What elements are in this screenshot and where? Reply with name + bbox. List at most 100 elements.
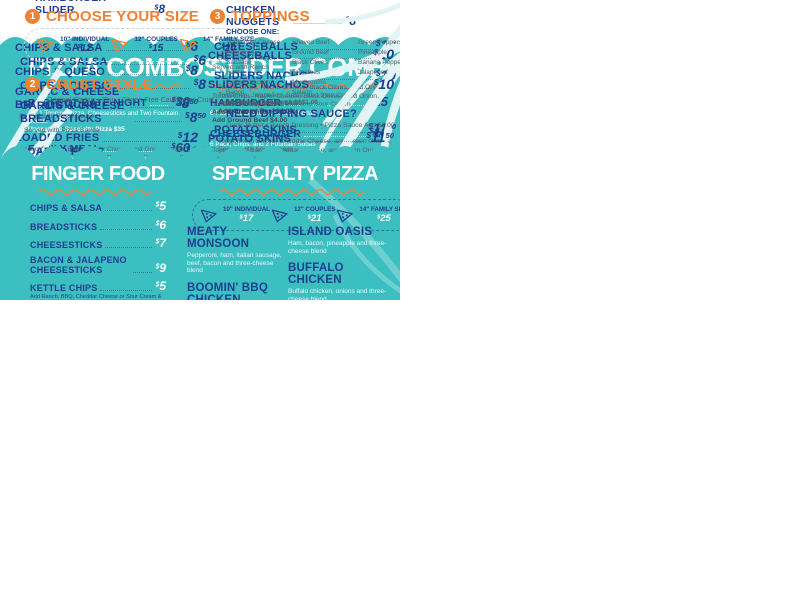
dotted-leader: [295, 58, 371, 59]
menu-item: SLIDERS NACHOS $10 Tortilla Chips, Nacho …: [208, 76, 394, 126]
size-label: 14" FAMILY SIZE: [359, 206, 400, 213]
item-name: CHIPS & SALSA: [30, 203, 103, 213]
size-option: 12" COUPLES $15: [109, 36, 178, 54]
size-selector: 10" INDIVIDUAL $17 12" COUPLES $21 14" FAM…: [192, 199, 400, 231]
item-description: 6 Pack, Chips, and 2 Fountain Sodas: [210, 140, 316, 148]
dipping-sauce-options: Garlic Butter • Ranch Dressing • Pizza S…: [226, 122, 395, 129]
topping: Grilled Chicken: [226, 79, 271, 86]
item-name: PERFECT DATE NIGHT: [28, 97, 147, 109]
dotted-leader: [107, 154, 183, 156]
topping: Jalapeños: [358, 69, 388, 76]
item-price: $30: [171, 94, 190, 109]
step-number: 3: [210, 9, 225, 24]
choose-one-label: CHOOSE ONE:: [226, 27, 280, 36]
item-price: $850: [185, 109, 206, 125]
dotted-leader: [312, 87, 371, 89]
item-price: $6: [155, 217, 166, 232]
item-description: 12" 1 Topping Pizza, Cheesesticks and Tw…: [28, 110, 179, 125]
dotted-leader: [105, 210, 153, 211]
topping: Shaved Beef: [292, 39, 330, 46]
pizza-slice-icon: [270, 208, 289, 223]
item-name: CHEESEBALLS: [214, 40, 299, 53]
item-name: POTATO SKINS: [214, 123, 298, 136]
item-name: LOADED FRIES: [15, 132, 100, 144]
item-description: Tortilla Chips, Nacho Cheese, Black Oliv…: [212, 93, 379, 108]
toppings-list: Traditional Cheese Pepperoni Sausage Ham Gri…: [226, 38, 400, 98]
topping: Pineapple: [358, 49, 387, 56]
item-addons: Add Grilled Chicken $4.50 Add Ground Bee…: [212, 109, 296, 124]
menu-item: CHEESESTICKS $7: [30, 236, 166, 250]
item-description: Served with Pizza Sauce: [24, 126, 100, 134]
menu-item: PERFECT DATE NIGHT $30 12" 1 Topping Pizz…: [28, 94, 190, 133]
menu-item: BACON & JALAPENO CHEESESTICKS $9: [30, 255, 166, 275]
item-price: $8: [154, 2, 165, 16]
dotted-leader: [108, 74, 183, 75]
item-name: CHICKEN NUGGETS: [226, 4, 280, 28]
specialty-pizza: BOOMIN' BBQ CHICKEN Cheese, grilled chic…: [187, 282, 283, 300]
dotted-leader: [293, 23, 343, 24]
size-label: 14" FAMILY SIZE: [202, 36, 255, 43]
pizza-name: MEATY MONSOON: [187, 226, 250, 250]
item-description: Served with Pizza Sauce: [19, 112, 95, 120]
item-description: Add Ranch, BBQ, Cheddar Cheese or Sour C…: [30, 294, 162, 300]
menu-item: POTATO SKINS $1150 Topped with Bacon, Che…: [208, 129, 394, 163]
item-name: KETTLE CHIPS: [30, 283, 98, 293]
topping: Pepperoni: [226, 49, 256, 56]
pizza-slice-icon: [109, 37, 129, 53]
dotted-leader: [100, 290, 153, 291]
item-name: GARLIC & CHEESE BREADSTICKS: [20, 100, 125, 125]
size-label: 10" INDIVIDUAL: [223, 206, 270, 213]
size-option: 14" FAMILY SIZE$25: [335, 206, 400, 224]
wavy-underline: [30, 188, 166, 196]
menu-item: HAMBURGER SLIDER $8: [35, 0, 165, 16]
dipping-sauce-title: NEED DIPPING SAUCE?: [226, 108, 357, 120]
item-price: $60: [171, 140, 190, 156]
topping: Tomatoes: [292, 69, 321, 76]
pizza-name: BUFFALO CHICKEN: [288, 262, 344, 287]
dotted-leader: [294, 141, 364, 142]
topping: Green Peppers: [358, 39, 400, 46]
pizza-name: BOOMIN' BBQ CHICKEN: [187, 281, 268, 300]
topping: Mushrooms: [292, 79, 326, 86]
dotted-leader: [102, 140, 175, 142]
step-title: CRUST STYLE: [46, 76, 153, 93]
size-price: $15: [148, 43, 164, 54]
item-price: $8: [185, 62, 198, 78]
specialty-pizza: ISLAND OASIS Ham, bacon, pineapple and t…: [288, 226, 394, 255]
dotted-leader: [130, 107, 175, 108]
item-price: $12: [177, 128, 198, 145]
section-title: PIZZA COMBOS: [28, 52, 221, 82]
specialty-pizzas-right: ISLAND OASIS Ham, bacon, pineapple and t…: [288, 226, 394, 300]
item-price: $7: [155, 236, 166, 250]
menu-item: KETTLE CHIPS $5 Add Ranch, BBQ, Cheddar C…: [30, 279, 166, 300]
finger-food-column: FINGER FOOD CHIPS & SALSA $5 BREADSTICKS $…: [30, 163, 166, 300]
palm-decoration: [320, 0, 400, 135]
dotted-leader: [149, 105, 169, 106]
item-name: HAMBURGER SLIDER: [35, 0, 106, 16]
topping: Banana Peppers: [358, 59, 400, 66]
item-name: CHEESEBURGER: [210, 127, 302, 140]
size-selector: 10" INDIVIDUAL $12 12" COUPLES $15 14" FAM…: [24, 28, 256, 62]
topping: Sausage: [226, 59, 252, 66]
size-price: $21: [307, 213, 322, 224]
size-price: $17: [239, 213, 254, 224]
dotted-leader: [105, 247, 153, 248]
crust-options: Original Classic • Thin • Gluten Free Ca…: [47, 97, 214, 104]
item-description: Nacho Cheese, Bacon, Sour Cream, and Gre…: [19, 146, 184, 153]
item-price: $10: [373, 75, 394, 92]
section-title: FINGER FOOD: [31, 163, 165, 185]
teal-panel: [0, 159, 400, 300]
dotted-leader: [105, 50, 183, 51]
wavy-underline: [28, 83, 190, 91]
menu-item: CHEESEBURGER $18 6 Pack, Chips, and 2 Fou…: [210, 125, 388, 149]
topping: Black Olives: [292, 59, 328, 66]
size-label: 10" INDIVIDUAL: [60, 36, 110, 43]
step-toppings: 3 TOPPINGS: [210, 8, 310, 25]
item-price: $5: [155, 279, 166, 293]
item-name: CHIPS & QUESO: [20, 79, 111, 92]
item-note: Upgrade to Specialty Pizza $35: [28, 126, 125, 134]
step-crust-style: 2 CRUST STYLE: [25, 76, 152, 93]
additional-toppings: Additional Toppings Add $1.00: [226, 99, 318, 106]
item-name: POTATO SKINS: [208, 132, 292, 145]
topping: Bacon: [226, 89, 245, 96]
